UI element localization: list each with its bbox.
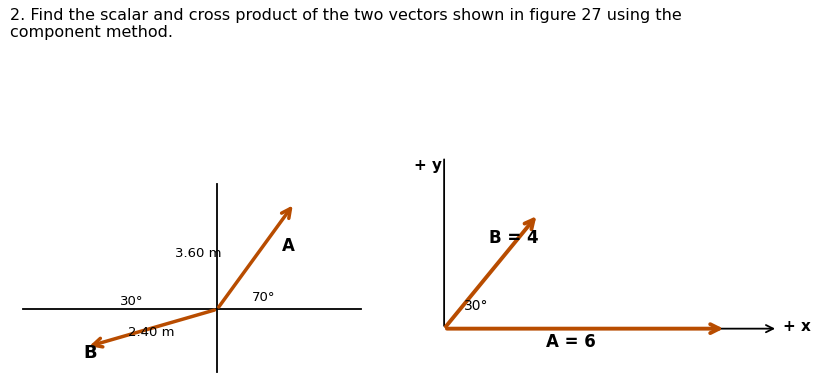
Text: B: B — [84, 344, 97, 362]
Text: 2.40 m: 2.40 m — [128, 326, 175, 339]
Text: 3.60 m: 3.60 m — [175, 247, 221, 260]
Text: A = 6: A = 6 — [546, 333, 596, 351]
Text: 2. Find the scalar and cross product of the two vectors shown in figure 27 using: 2. Find the scalar and cross product of … — [10, 8, 681, 40]
Text: + y: + y — [414, 158, 441, 173]
Text: A: A — [282, 237, 295, 255]
Text: + x: + x — [783, 318, 811, 334]
Text: 70°: 70° — [251, 291, 275, 303]
Text: 30°: 30° — [120, 295, 143, 308]
Text: B = 4: B = 4 — [489, 229, 538, 247]
Text: 30°: 30° — [464, 300, 489, 313]
